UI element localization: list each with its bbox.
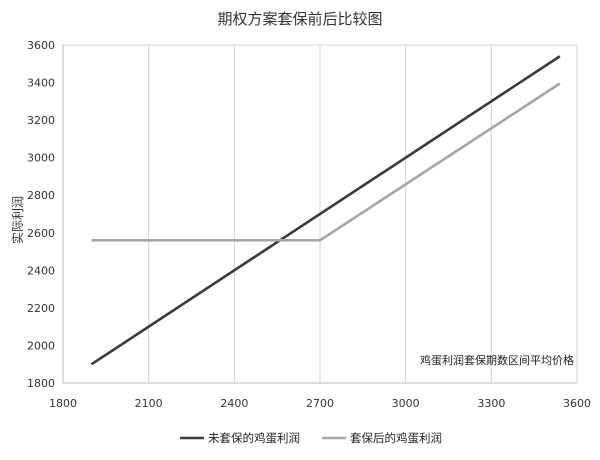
x-tick-label: 3000 [392,397,420,410]
y-tick-label: 2000 [27,339,55,352]
chart-title: 期权方案套保前后比较图 [217,10,382,28]
series-line-2 [91,82,561,242]
x-tick-label: 3300 [477,397,505,410]
y-tick-label: 2800 [27,189,55,202]
x-tick-label: 2100 [135,397,163,410]
chart-annotation: 鸡蛋利润套保期数区间平均价格 [420,353,574,367]
x-tick-label: 2400 [220,397,248,410]
y-tick-label: 2200 [27,302,55,315]
x-tick-label: 2700 [306,397,334,410]
legend-label-2: 套保后的鸡蛋利润 [350,431,442,445]
y-axis-label: 实际利润 [10,196,25,244]
y-tick-label: 2600 [27,227,55,240]
x-tick-label: 1800 [49,397,77,410]
y-tick-label: 3200 [27,114,55,127]
y-tick-label: 1800 [27,377,55,390]
y-tick-label: 3000 [27,152,55,165]
y-tick-label: 3400 [27,77,55,90]
y-tick-label: 2400 [27,264,55,277]
legend-label-1: 未套保的鸡蛋利润 [208,431,300,445]
y-tick-label: 3600 [27,39,55,52]
axis-layer: 1800 2100 2400 2700 3000 3300 3600 1800 2000 2200… [27,39,591,410]
series-line-1 [90,55,561,366]
x-tick-label: 3600 [563,397,591,410]
series-layer [90,55,561,366]
legend: 未套保的鸡蛋利润 套保后的鸡蛋利润 [180,431,442,445]
